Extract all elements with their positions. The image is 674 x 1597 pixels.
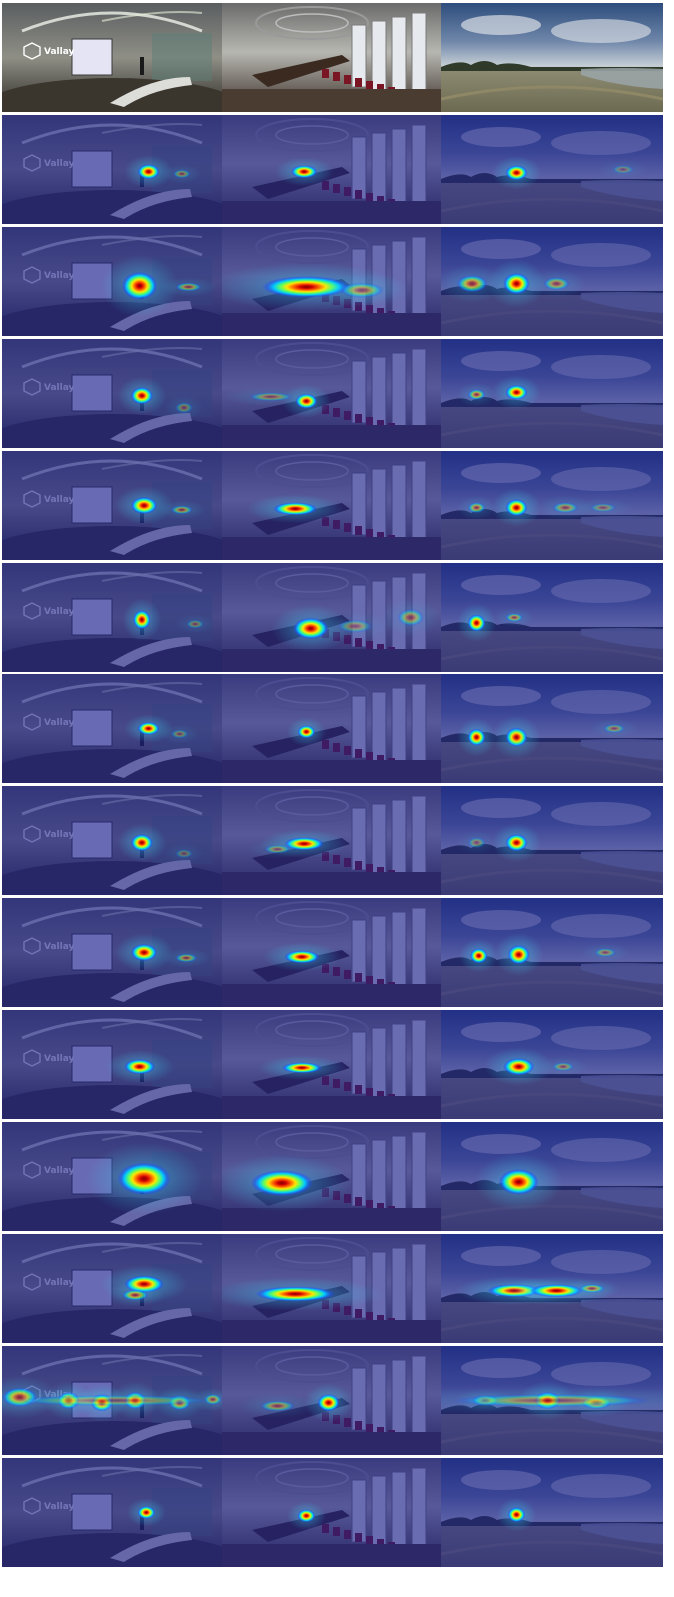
saliency-overlay — [222, 339, 444, 448]
source-image-outdoor-field — [441, 3, 663, 112]
saliency-overlay — [222, 1346, 444, 1455]
heatmap-conference-hall-row-5: Vallay — [2, 563, 224, 672]
saliency-overlay: Vallay — [2, 451, 224, 560]
heatmap-conference-hall-row-13: Vallay — [2, 1458, 224, 1567]
saliency-overlay: Vallay — [2, 563, 224, 672]
source-image-conference-hall: Vallay — [2, 3, 224, 112]
heatmap-conference-hall-row-7: Vallay — [2, 786, 224, 895]
heatmap-meeting-room-row-4 — [222, 451, 444, 560]
saliency-overlay — [441, 115, 663, 224]
heatmap-conference-hall-row-9: Vallay — [2, 1010, 224, 1119]
saliency-overlay — [222, 1458, 444, 1567]
saliency-overlay: Vallay — [2, 1234, 224, 1343]
heatmap-meeting-room-row-8 — [222, 898, 444, 1007]
heatmap-conference-hall-row-1: Vallay — [2, 115, 224, 224]
heatmap-outdoor-field-row-2 — [441, 227, 663, 336]
saliency-overlay — [441, 1458, 663, 1567]
heatmap-conference-hall-row-6: Vallay — [2, 674, 224, 783]
heatmap-outdoor-field-row-12 — [441, 1346, 663, 1455]
saliency-overlay: Vallay — [2, 227, 224, 336]
heatmap-outdoor-field-row-13 — [441, 1458, 663, 1567]
heatmap-outdoor-field-row-8 — [441, 898, 663, 1007]
heatmap-conference-hall-row-8: Vallay — [2, 898, 224, 1007]
saliency-overlay: Vallay — [2, 1346, 224, 1455]
heatmap-outdoor-field-row-10 — [441, 1122, 663, 1231]
panorama-photo — [441, 3, 663, 112]
heatmap-conference-hall-row-2: Vallay — [2, 227, 224, 336]
saliency-overlay — [441, 674, 663, 783]
saliency-overlay: Vallay — [2, 898, 224, 1007]
heatmap-outdoor-field-row-1 — [441, 115, 663, 224]
saliency-overlay — [222, 1234, 444, 1343]
saliency-overlay — [441, 451, 663, 560]
heatmap-meeting-room-row-12 — [222, 1346, 444, 1455]
heatmap-outdoor-field-row-5 — [441, 563, 663, 672]
heatmap-conference-hall-row-4: Vallay — [2, 451, 224, 560]
heatmap-outdoor-field-row-11 — [441, 1234, 663, 1343]
heatmap-meeting-room-row-9 — [222, 1010, 444, 1119]
heatmap-meeting-room-row-7 — [222, 786, 444, 895]
heatmap-meeting-room-row-6 — [222, 674, 444, 783]
svg-text:Vallay: Vallay — [44, 47, 75, 57]
saliency-overlay: Vallay — [2, 1122, 224, 1231]
saliency-overlay — [222, 1122, 444, 1231]
heatmap-meeting-room-row-5 — [222, 563, 444, 672]
panorama-photo — [222, 3, 444, 112]
heatmap-meeting-room-row-11 — [222, 1234, 444, 1343]
saliency-overlay — [222, 898, 444, 1007]
heatmap-outdoor-field-row-3 — [441, 339, 663, 448]
saliency-overlay — [441, 898, 663, 1007]
saliency-overlay — [441, 1122, 663, 1231]
saliency-overlay — [222, 451, 444, 560]
saliency-overlay — [441, 1010, 663, 1119]
heatmap-outdoor-field-row-6 — [441, 674, 663, 783]
heatmap-outdoor-field-row-9 — [441, 1010, 663, 1119]
panorama-photo: Vallay — [2, 3, 224, 112]
saliency-overlay: Vallay — [2, 1010, 224, 1119]
heatmap-outdoor-field-row-4 — [441, 451, 663, 560]
saliency-overlay — [222, 786, 444, 895]
heatmap-conference-hall-row-3: Vallay — [2, 339, 224, 448]
heatmap-conference-hall-row-10: Vallay — [2, 1122, 224, 1231]
saliency-overlay — [222, 115, 444, 224]
heatmap-meeting-room-row-13 — [222, 1458, 444, 1567]
saliency-overlay — [441, 1234, 663, 1343]
saliency-overlay — [222, 674, 444, 783]
saliency-overlay: Vallay — [2, 1458, 224, 1567]
saliency-overlay — [222, 1010, 444, 1119]
saliency-overlay — [441, 227, 663, 336]
heatmap-conference-hall-row-12: Vallay — [2, 1346, 224, 1455]
saliency-overlay: Vallay — [2, 786, 224, 895]
saliency-overlay: Vallay — [2, 339, 224, 448]
heatmap-meeting-room-row-2 — [222, 227, 444, 336]
heatmap-meeting-room-row-10 — [222, 1122, 444, 1231]
heatmap-meeting-room-row-3 — [222, 339, 444, 448]
saliency-overlay — [441, 1346, 663, 1455]
saliency-overlay — [222, 563, 444, 672]
saliency-overlay: Vallay — [2, 674, 224, 783]
saliency-overlay — [441, 563, 663, 672]
saliency-overlay: Vallay — [2, 115, 224, 224]
saliency-overlay — [441, 339, 663, 448]
source-image-meeting-room — [222, 3, 444, 112]
heatmap-meeting-room-row-1 — [222, 115, 444, 224]
saliency-overlay — [441, 786, 663, 895]
heatmap-outdoor-field-row-7 — [441, 786, 663, 895]
saliency-overlay — [222, 227, 444, 336]
heatmap-conference-hall-row-11: Vallay — [2, 1234, 224, 1343]
